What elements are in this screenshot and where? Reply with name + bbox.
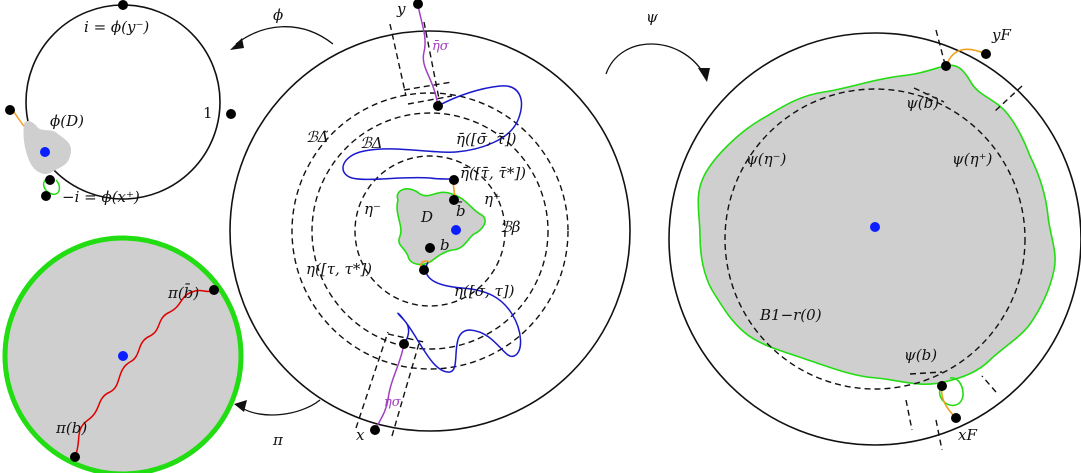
right-disk: yF xF ψ(b̄) ψ(b) ψ(η⁻) ψ(η⁺) B1−r(0) — [668, 26, 1081, 451]
region-label: ϕ(D) — [50, 112, 84, 130]
point-top-inner — [433, 101, 443, 111]
psi-label: ψ — [646, 8, 658, 26]
point-xF — [951, 413, 961, 423]
eta-bar-sigma-curve — [417, 3, 439, 107]
eta-bar-tau-tau-star-label: η̄([τ̄, τ̄*]) — [460, 164, 526, 182]
y-label: y — [396, 0, 406, 18]
map-arrows: ϕ ψ π — [230, 6, 710, 449]
ball-1-r — [724, 88, 1026, 390]
point-yF — [981, 49, 991, 59]
point-pi-b-bar — [209, 285, 219, 295]
phi-arrowhead — [230, 38, 244, 50]
point-eta-bar-tau — [449, 175, 459, 185]
region-D — [396, 188, 486, 266]
eta-bar-sigma-tau-label: η̄([σ̄, τ̄]) — [456, 130, 517, 148]
center-disk-boundary — [229, 30, 631, 432]
x-label: x — [356, 426, 365, 444]
eta-tau-tau-star-label: η([τ, τ*]) — [306, 260, 372, 278]
point-psi-b-bar — [941, 61, 951, 71]
right-label: 1 — [203, 104, 213, 122]
center-dot — [870, 222, 880, 232]
phi-D-region — [23, 121, 72, 174]
ball-beta-label: ℬβ — [500, 218, 521, 236]
xF-label: xF — [958, 426, 977, 444]
ball-beta — [354, 155, 506, 307]
right-disk-boundary — [668, 32, 1081, 446]
psi-eta-minus-label: ψ(η⁻) — [746, 150, 787, 168]
ball-delta-label: ℬΔ — [360, 134, 383, 152]
point-right — [226, 109, 236, 119]
point-pi-b — [70, 452, 80, 462]
b-bar-label: b̄ — [456, 202, 466, 220]
top-corridor — [389, 21, 453, 105]
top-label: i = ϕ(y⁻) — [84, 18, 149, 36]
point-bottom — [41, 191, 51, 201]
point-inner — [45, 175, 55, 185]
b-label: b — [440, 236, 450, 254]
ball-delta-tilde — [291, 92, 569, 370]
pi-b-label: π(b) — [55, 419, 87, 437]
eta-sigma-curve — [374, 343, 405, 431]
psi-orange-bottom — [940, 385, 957, 419]
psi-arrow — [605, 43, 705, 75]
ball-delta-tilde-label: ℬΔ̃ — [306, 128, 329, 146]
ball-1-r-label: B1−r(0) — [759, 306, 822, 324]
point-psi-b — [937, 381, 947, 391]
ball-delta — [311, 112, 549, 350]
point-left — [5, 105, 15, 115]
center-dot — [118, 351, 128, 361]
phi-green-loop — [42, 177, 61, 195]
eta-minus-label: η⁻ — [364, 200, 381, 218]
pi-arrowhead — [234, 400, 247, 412]
eta-sigma-tau-curve — [397, 261, 522, 373]
bottom-right-corridor — [905, 371, 997, 451]
center-disk: y x η̄σ ησ ℬΔ̃ ℬΔ ℬβ η̄([σ̄, τ̄]) η̄([τ̄… — [229, 0, 631, 444]
red-curve — [74, 289, 215, 458]
point-top — [118, 0, 128, 10]
pi-arrow — [241, 399, 321, 416]
point-bottom-inner — [399, 339, 409, 349]
psi-arrowhead — [698, 68, 710, 82]
point-b — [425, 243, 435, 253]
point-eta-tau — [419, 265, 429, 275]
eta-bar-sigma-tau-curve — [342, 85, 523, 181]
eta-sigma-label: ησ — [384, 395, 402, 410]
phi-label: ϕ — [273, 6, 283, 24]
phi-arrow — [235, 26, 334, 45]
pi-b-bar-label: π(b̄) — [167, 284, 199, 302]
point-y — [413, 0, 423, 9]
psi-orange-top — [945, 48, 987, 67]
D-label: D — [420, 208, 433, 226]
center-dot — [40, 147, 50, 157]
yF-label: yF — [991, 26, 1011, 44]
eta-sigma-tau-label: η([σ, τ]) — [454, 282, 515, 300]
top-left-disk: i = ϕ(y⁻) 1 ϕ(D) −i = ϕ(x⁺) — [5, 0, 236, 206]
psi-b-label: ψ(b) — [904, 346, 937, 364]
psi-b-bar-label: ψ(b̄) — [906, 94, 939, 112]
point-x — [370, 425, 380, 435]
eta-plus-label: η⁺ — [484, 190, 501, 208]
center-dot — [451, 225, 461, 235]
psi-green-loop-bottom — [938, 377, 964, 407]
psi-eta-plus-label: ψ(η⁺) — [952, 150, 993, 168]
bottom-label: −i = ϕ(x⁺) — [62, 188, 140, 206]
point-b-bar — [449, 195, 459, 205]
eta-bar-sigma-label: η̄σ — [432, 39, 450, 54]
pi-label: π — [272, 431, 284, 449]
phi-orange-arc — [13, 111, 25, 127]
bottom-left-disk: π(b̄) π(b) — [2, 235, 244, 473]
